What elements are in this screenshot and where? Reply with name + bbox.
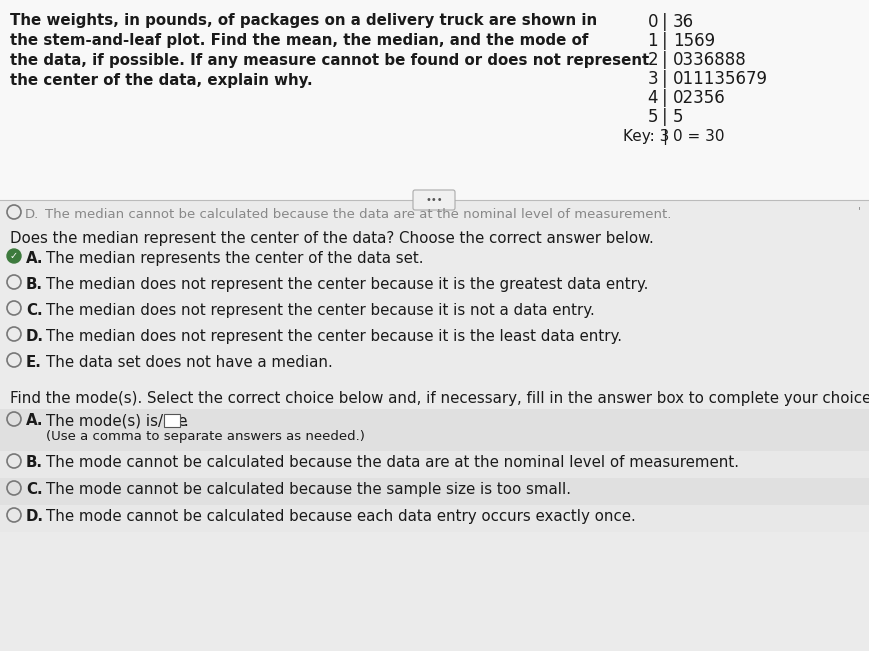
Text: 5: 5 (673, 108, 684, 126)
Text: D.: D. (25, 208, 39, 221)
Text: 0: 0 (647, 13, 658, 31)
Text: The mode cannot be calculated because the data are at the nominal level of measu: The mode cannot be calculated because th… (46, 455, 739, 470)
Text: C.: C. (26, 482, 43, 497)
Text: The median does not represent the center because it is the least data entry.: The median does not represent the center… (46, 329, 622, 344)
Text: |: | (662, 89, 667, 107)
FancyBboxPatch shape (413, 190, 455, 210)
Text: 02356: 02356 (673, 89, 726, 107)
Text: The mode(s) is/are: The mode(s) is/are (46, 413, 188, 428)
Text: C.: C. (26, 303, 43, 318)
Text: the center of the data, explain why.: the center of the data, explain why. (10, 73, 313, 88)
Bar (0, 478, 869, 505)
Text: 0 = 30: 0 = 30 (673, 129, 725, 144)
Text: (Use a comma to separate answers as needed.): (Use a comma to separate answers as need… (46, 430, 365, 443)
Text: |: | (662, 108, 667, 126)
Text: The median does not represent the center because it is the greatest data entry.: The median does not represent the center… (46, 277, 648, 292)
Text: 3: 3 (647, 70, 658, 88)
Text: Find the mode(s). Select the correct choice below and, if necessary, fill in the: Find the mode(s). Select the correct cho… (10, 391, 869, 406)
Text: The median represents the center of the data set.: The median represents the center of the … (46, 251, 423, 266)
Text: The median does not represent the center because it is not a data entry.: The median does not represent the center… (46, 303, 594, 318)
Text: the data, if possible. If any measure cannot be found or does not represent: the data, if possible. If any measure ca… (10, 53, 649, 68)
Text: 4: 4 (647, 89, 658, 107)
Text: ': ' (858, 206, 861, 216)
Text: B.: B. (26, 455, 43, 470)
Text: A.: A. (26, 413, 43, 428)
Text: .: . (183, 414, 188, 429)
Text: |: | (662, 32, 667, 50)
Text: Does the median represent the center of the data? Choose the correct answer belo: Does the median represent the center of … (10, 231, 653, 246)
Text: 0336888: 0336888 (673, 51, 746, 69)
Text: Key: 3: Key: 3 (623, 129, 669, 144)
Text: The mode cannot be calculated because the sample size is too small.: The mode cannot be calculated because th… (46, 482, 571, 497)
Text: B.: B. (26, 277, 43, 292)
Text: A.: A. (26, 251, 43, 266)
Text: The mode cannot be calculated because each data entry occurs exactly once.: The mode cannot be calculated because ea… (46, 509, 636, 524)
Text: D.: D. (26, 329, 44, 344)
Bar (0, 200, 869, 651)
Text: 2: 2 (647, 51, 658, 69)
Bar (0, 505, 869, 532)
Bar (0, 409, 869, 451)
Text: |: | (662, 13, 667, 31)
Text: 5: 5 (647, 108, 658, 126)
Text: |: | (662, 51, 667, 69)
Text: 1: 1 (647, 32, 658, 50)
Circle shape (7, 249, 21, 263)
Bar (0, 451, 869, 478)
Text: |: | (662, 129, 667, 145)
Text: 011135679: 011135679 (673, 70, 768, 88)
Bar (0, 0, 869, 200)
Text: 36: 36 (673, 13, 694, 31)
Text: |: | (662, 70, 667, 88)
Text: •••: ••• (425, 195, 443, 205)
Text: E.: E. (26, 355, 42, 370)
Bar (164, 414, 180, 427)
Text: The median cannot be calculated because the data are at the nominal level of mea: The median cannot be calculated because … (45, 208, 672, 221)
Text: The data set does not have a median.: The data set does not have a median. (46, 355, 333, 370)
Text: ✓: ✓ (10, 251, 18, 260)
Text: the stem-and-leaf plot. Find the mean, the median, and the mode of: the stem-and-leaf plot. Find the mean, t… (10, 33, 588, 48)
Text: 1569: 1569 (673, 32, 715, 50)
Text: D.: D. (26, 509, 44, 524)
Text: The weights, in pounds, of packages on a delivery truck are shown in: The weights, in pounds, of packages on a… (10, 13, 597, 28)
